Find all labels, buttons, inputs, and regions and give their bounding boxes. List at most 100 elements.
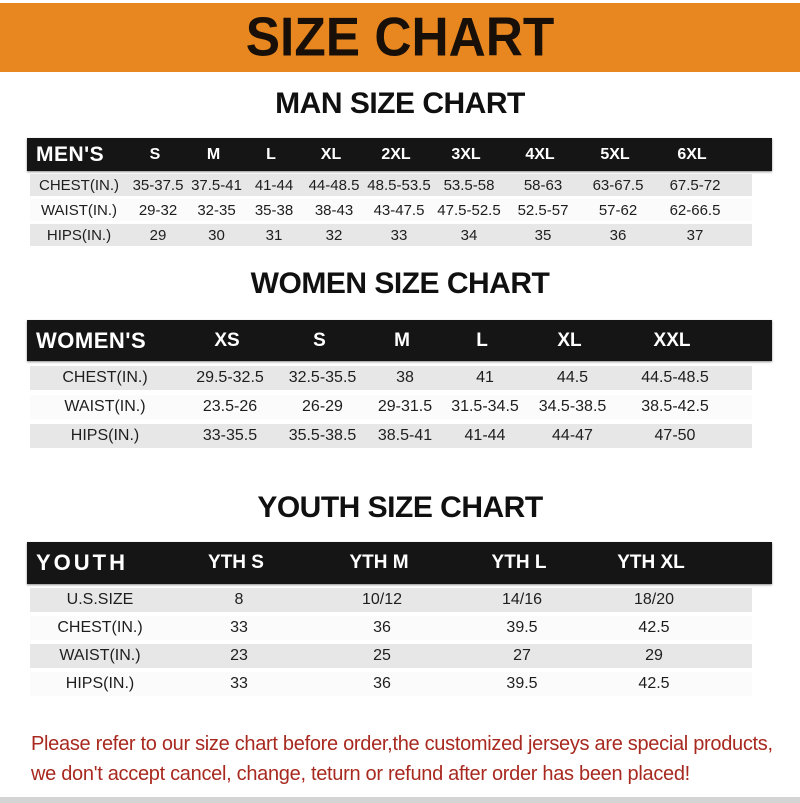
column-header: S bbox=[313, 329, 326, 351]
table-header-row: YOUTH YTH S YTH M YTH L YTH XL bbox=[27, 542, 772, 584]
row-label: WAIST(IN.) bbox=[64, 398, 146, 415]
value-cell: 25 bbox=[373, 647, 391, 664]
table-row: WAIST(IN.) 23 25 27 29 bbox=[30, 644, 752, 668]
value-cell: 31.5-34.5 bbox=[451, 398, 519, 415]
column-header: M bbox=[394, 329, 410, 351]
value-cell: 27 bbox=[513, 647, 531, 664]
value-cell: 47-50 bbox=[654, 427, 696, 444]
value-cell: 37 bbox=[686, 226, 704, 244]
table-header-row: MEN'S S M L XL 2XL 3XL 4XL 5XL 6XL bbox=[27, 138, 772, 171]
value-cell: 36 bbox=[373, 619, 391, 636]
bottom-edge-divider bbox=[0, 797, 800, 803]
table-row: WAIST(IN.) 23.5-26 26-29 29-31.5 31.5-34.5 34… bbox=[30, 395, 752, 419]
value-cell: 37.5-41 bbox=[191, 176, 242, 194]
value-cell: 53.5-58 bbox=[443, 176, 495, 194]
row-label: HIPS(IN.) bbox=[70, 427, 140, 444]
value-cell: 57-62 bbox=[598, 201, 638, 219]
row-label: CHEST(IN.) bbox=[62, 369, 148, 386]
value-cell: 33 bbox=[390, 226, 408, 244]
value-cell: 38 bbox=[396, 369, 414, 386]
man-size-chart-heading: MAN SIZE CHART bbox=[275, 87, 525, 120]
column-header: YTH M bbox=[349, 552, 409, 573]
order-notice-line1: Please refer to our size chart before or… bbox=[31, 733, 773, 755]
table-row: HIPS(IN.) 29 30 31 32 33 34 35 36 37 bbox=[30, 224, 752, 246]
value-cell: 29 bbox=[149, 226, 167, 244]
table-title-cell: MEN'S bbox=[36, 142, 105, 166]
row-label: WAIST(IN.) bbox=[40, 201, 118, 219]
table-row: HIPS(IN.) 33-35.5 35.5-38.5 38.5-41 41-44 44-… bbox=[30, 424, 752, 448]
value-cell: 23.5-26 bbox=[202, 398, 258, 415]
value-cell: 18/20 bbox=[633, 591, 675, 608]
column-header: XXL bbox=[653, 329, 691, 351]
row-label: HIPS(IN.) bbox=[46, 226, 112, 244]
table-header-row: WOMEN'S XS S M L XL XXL bbox=[27, 320, 772, 361]
table-row: WAIST(IN.) 29-32 32-35 35-38 38-43 43-47.5 47.… bbox=[30, 199, 752, 221]
value-cell: 38.5-41 bbox=[377, 427, 433, 444]
value-cell: 10/12 bbox=[361, 591, 403, 608]
column-header: XL bbox=[320, 145, 342, 163]
column-header: YTH L bbox=[491, 552, 547, 573]
value-cell: 29-31.5 bbox=[377, 398, 433, 415]
value-cell: 41-44 bbox=[254, 176, 294, 194]
column-header: L bbox=[476, 329, 488, 351]
value-cell: 47.5-52.5 bbox=[437, 201, 501, 219]
value-cell: 67.5-72 bbox=[669, 176, 721, 194]
column-header: 5XL bbox=[600, 145, 630, 163]
column-header: XL bbox=[557, 329, 582, 351]
value-cell: 42.5 bbox=[638, 675, 670, 692]
value-cell: 62-66.5 bbox=[669, 201, 721, 219]
value-cell: 44-47 bbox=[552, 427, 593, 444]
column-header: 3XL bbox=[451, 145, 481, 163]
value-cell: 14/16 bbox=[501, 591, 543, 608]
order-notice-line2: we don't accept cancel, change, teturn o… bbox=[31, 763, 690, 785]
value-cell: 36 bbox=[373, 675, 391, 692]
value-cell: 44-48.5 bbox=[308, 176, 360, 194]
value-cell: 33 bbox=[230, 675, 248, 692]
order-notice: Please refer to our size chart before or… bbox=[0, 729, 800, 789]
value-cell: 30 bbox=[208, 226, 225, 244]
value-cell: 44.5 bbox=[556, 369, 589, 386]
value-cell: 36 bbox=[609, 226, 627, 244]
column-header: XS bbox=[214, 329, 240, 351]
table-row: CHEST(IN.) 29.5-32.5 32.5-35.5 38 41 44.5 44.5… bbox=[30, 366, 752, 390]
column-header: L bbox=[266, 145, 276, 163]
value-cell: 32.5-35.5 bbox=[288, 369, 357, 386]
table-row: CHEST(IN.) 35-37.5 37.5-41 41-44 44-48.5 48.5… bbox=[30, 174, 752, 196]
value-cell: 34 bbox=[460, 226, 478, 244]
value-cell: 52.5-57 bbox=[517, 201, 569, 219]
column-header: 4XL bbox=[525, 145, 555, 163]
value-cell: 31 bbox=[265, 226, 283, 244]
value-cell: 39.5 bbox=[506, 675, 538, 692]
youth-size-chart-heading: YOUTH SIZE CHART bbox=[257, 491, 543, 524]
value-cell: 42.5 bbox=[638, 619, 670, 636]
row-label: WAIST(IN.) bbox=[59, 647, 141, 664]
women-size-table: WOMEN'S XS S M L XL XXL CHEST(IN.) 29.5-32.5 32.5… bbox=[27, 320, 772, 448]
women-size-chart-heading: WOMEN SIZE CHART bbox=[250, 267, 550, 300]
row-label: U.S.SIZE bbox=[66, 591, 134, 608]
column-header: 2XL bbox=[381, 145, 411, 163]
value-cell: 38-43 bbox=[314, 201, 354, 219]
table-row: CHEST(IN.) 33 36 39.5 42.5 bbox=[30, 616, 752, 640]
value-cell: 29-32 bbox=[138, 201, 178, 219]
table-title-cell: YOUTH bbox=[36, 550, 128, 575]
value-cell: 35-37.5 bbox=[132, 176, 184, 194]
value-cell: 41-44 bbox=[464, 427, 506, 444]
value-cell: 33 bbox=[230, 619, 248, 636]
column-header: 6XL bbox=[677, 145, 707, 163]
value-cell: 8 bbox=[234, 591, 244, 608]
value-cell: 33-35.5 bbox=[202, 427, 258, 444]
value-cell: 44.5-48.5 bbox=[641, 369, 709, 386]
value-cell: 32 bbox=[325, 226, 343, 244]
value-cell: 63-67.5 bbox=[592, 176, 644, 194]
value-cell: 35-38 bbox=[254, 201, 294, 219]
column-header: YTH XL bbox=[617, 552, 685, 573]
value-cell: 35 bbox=[534, 226, 552, 244]
value-cell: 29.5-32.5 bbox=[196, 369, 264, 386]
value-cell: 58-63 bbox=[523, 176, 563, 194]
page-title: SIZE CHART bbox=[245, 6, 555, 69]
row-label: HIPS(IN.) bbox=[65, 675, 135, 692]
column-header: S bbox=[149, 145, 161, 163]
youth-size-table: YOUTH YTH S YTH M YTH L YTH XL U.S.SIZE 8 10/12… bbox=[27, 542, 772, 696]
value-cell: 41 bbox=[476, 369, 494, 386]
value-cell: 32-35 bbox=[197, 201, 236, 219]
